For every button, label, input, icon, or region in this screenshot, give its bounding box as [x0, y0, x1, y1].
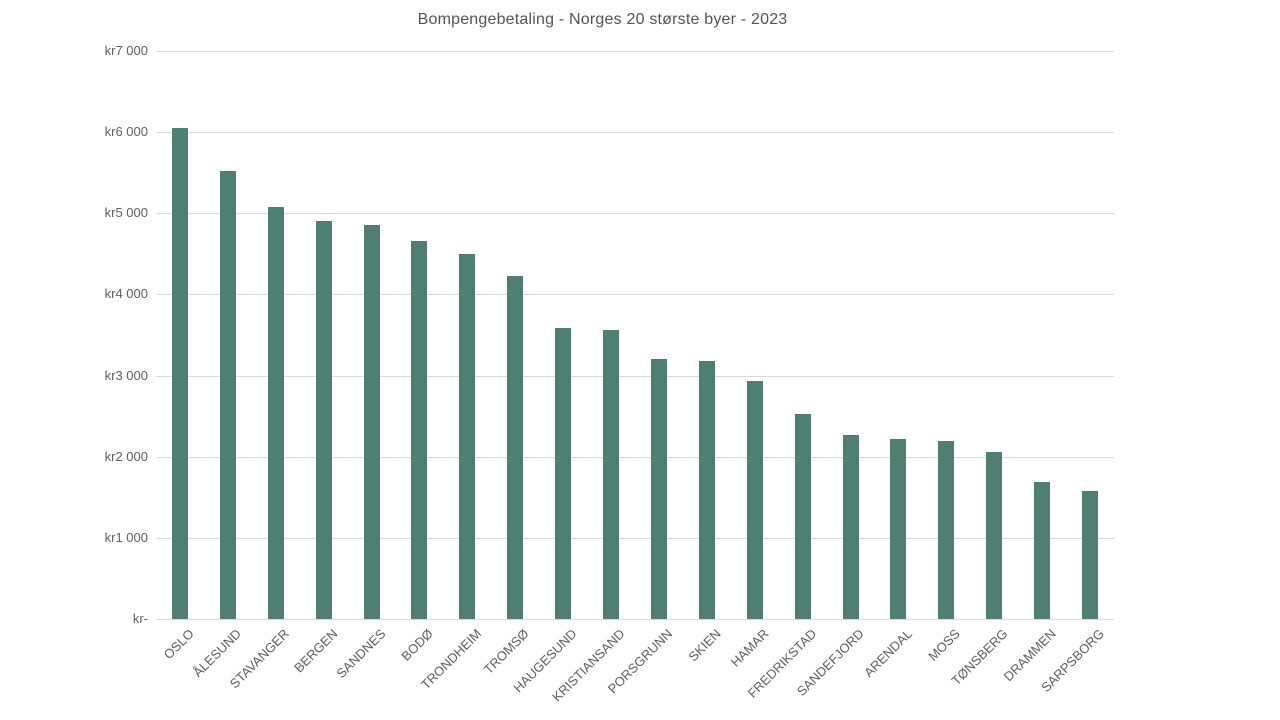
y-tick-label: kr7 000	[104, 43, 148, 58]
gridline	[156, 294, 1114, 296]
bar-porsgrunn	[650, 359, 667, 619]
bar-fredrikstad	[794, 413, 811, 619]
bar-sarpsborg	[1082, 490, 1099, 619]
x-category-label: OSLO	[160, 626, 197, 663]
plot-area	[156, 51, 1114, 620]
gridline	[156, 537, 1114, 539]
y-tick-label: kr1 000	[104, 529, 148, 545]
x-category-label: SKIEN	[685, 626, 724, 665]
x-category-label: MOSS	[925, 626, 963, 664]
bar-oslo	[171, 128, 188, 619]
bar-sandnes	[363, 224, 380, 619]
bar-ålesund	[219, 171, 236, 619]
y-tick-label: kr4 000	[104, 286, 148, 302]
bar-stavanger	[267, 206, 284, 619]
x-category-label: ARENDAL	[861, 626, 916, 681]
gridline	[156, 456, 1114, 458]
gridline	[156, 375, 1114, 377]
y-tick-label: kr5 000	[104, 205, 148, 221]
bar-trondheim	[459, 253, 476, 619]
x-category-label: SANDNES	[333, 626, 389, 682]
bar-skien	[698, 360, 715, 619]
y-tick-label: kr2 000	[104, 448, 148, 464]
bar-haugesund	[555, 327, 572, 619]
gridline	[156, 51, 1114, 52]
x-axis-line	[156, 619, 1114, 620]
y-tick-label: kr6 000	[104, 124, 148, 140]
bar-bodø	[411, 240, 428, 619]
bar-arendal	[890, 438, 907, 619]
bar-moss	[938, 440, 955, 619]
bar-bergen	[315, 221, 332, 619]
bar-tønsberg	[986, 451, 1003, 619]
bar-hamar	[746, 381, 763, 619]
x-category-label: BERGEN	[290, 626, 341, 676]
bar-drammen	[1034, 481, 1051, 619]
x-category-label: BODØ	[398, 626, 437, 664]
y-tick-label: kr3 000	[104, 367, 148, 383]
bar-tromsø	[507, 275, 524, 619]
x-category-label: HAMAR	[727, 626, 772, 670]
gridline	[156, 132, 1114, 134]
bar-sandefjord	[842, 434, 859, 619]
bar-kristiansand	[603, 330, 620, 619]
gridline	[156, 213, 1114, 215]
chart-title: Bompengebetaling - Norges 20 største bye…	[417, 11, 788, 28]
y-tick-label: kr-	[132, 611, 148, 626]
